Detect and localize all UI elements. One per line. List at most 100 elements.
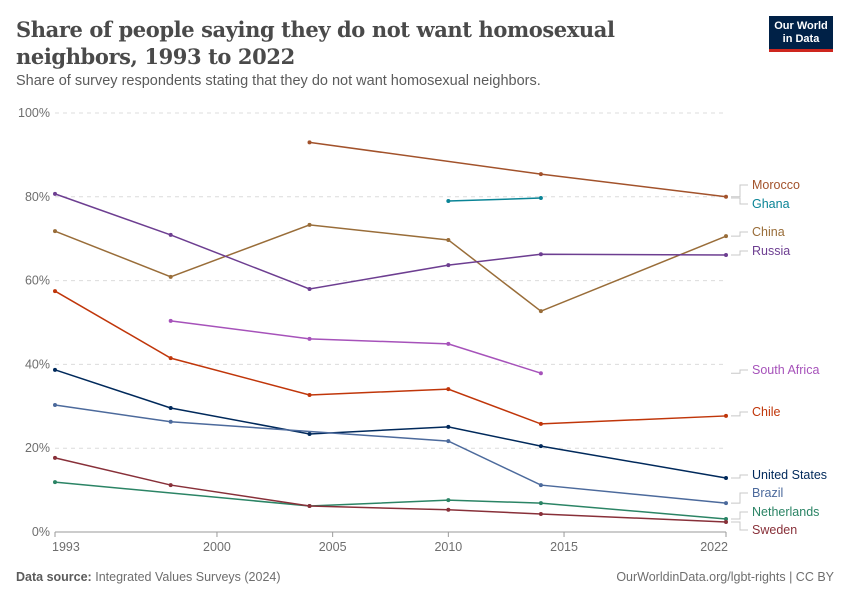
data-point	[307, 286, 312, 291]
label-connector	[731, 369, 748, 374]
y-tick-label: 100%	[18, 106, 50, 120]
data-point	[168, 356, 173, 361]
data-point	[53, 480, 57, 485]
series-line	[309, 141, 727, 198]
label-connector	[731, 411, 748, 417]
data-point	[538, 252, 543, 257]
data-point	[724, 501, 728, 506]
data-point	[53, 403, 57, 408]
data-point	[53, 289, 57, 294]
series-label: Sweden	[752, 523, 797, 537]
series-line	[448, 197, 541, 202]
data-point	[724, 413, 728, 418]
series-label: Ghana	[752, 197, 790, 211]
series-russia: Russia	[53, 191, 790, 291]
data-point	[446, 198, 451, 203]
footer-link[interactable]: OurWorldinData.org/lgbt-rights | CC BY	[616, 570, 834, 584]
series-line	[54, 224, 727, 313]
series-label: Russia	[752, 244, 790, 258]
label-connector	[731, 197, 748, 205]
series-line	[54, 457, 727, 523]
data-point	[446, 263, 451, 268]
data-point	[53, 367, 57, 372]
data-point	[538, 483, 543, 488]
series-label: United States	[752, 468, 827, 482]
series-label: Netherlands	[752, 505, 819, 519]
label-connector	[731, 521, 748, 531]
y-tick-label: 0%	[32, 525, 50, 539]
series-label: South Africa	[752, 363, 819, 377]
series-chile: Chile	[53, 289, 781, 426]
series-south-africa: South Africa	[168, 318, 819, 377]
data-point	[446, 507, 451, 512]
data-point	[538, 501, 543, 506]
data-point	[168, 232, 173, 237]
series-brazil: Brazil	[53, 403, 783, 506]
x-tick-label: 2015	[550, 540, 578, 554]
data-point	[168, 405, 173, 410]
data-point	[446, 341, 451, 346]
series-ghana: Ghana	[446, 196, 790, 211]
series-label: Morocco	[752, 178, 800, 192]
data-point	[724, 517, 728, 522]
data-point	[307, 140, 312, 145]
data-point	[538, 444, 543, 449]
data-point	[53, 191, 57, 196]
data-point	[168, 483, 173, 488]
y-tick-label: 40%	[25, 357, 50, 371]
data-point	[446, 498, 451, 503]
label-connector	[731, 231, 748, 237]
data-point	[538, 511, 543, 516]
data-point	[307, 431, 312, 436]
owid-logo[interactable]: Our World in Data	[769, 16, 833, 52]
series-line	[54, 369, 727, 479]
data-point	[168, 274, 173, 279]
series-line	[54, 290, 727, 425]
y-tick-label: 60%	[25, 274, 50, 288]
data-point	[724, 519, 728, 524]
data-point	[446, 439, 451, 444]
series-line	[54, 481, 727, 520]
data-point	[307, 336, 312, 341]
data-point	[724, 234, 728, 239]
data-point	[724, 475, 728, 480]
label-connector	[731, 511, 748, 520]
series-label: Chile	[752, 405, 781, 419]
data-point	[53, 455, 57, 460]
series-line	[54, 193, 727, 290]
data-point	[538, 309, 543, 314]
data-point	[446, 424, 451, 429]
source-label: Data source:	[16, 570, 92, 584]
data-point	[538, 421, 543, 426]
data-point	[307, 222, 312, 227]
series-label: Brazil	[752, 486, 783, 500]
series-line	[170, 320, 542, 374]
x-tick-label: 2010	[434, 540, 462, 554]
source-text: Integrated Values Surveys (2024)	[95, 570, 281, 584]
x-tick-label: 2005	[319, 540, 347, 554]
data-point	[538, 172, 543, 177]
data-point	[446, 387, 451, 392]
x-tick-label: 2000	[203, 540, 231, 554]
data-point	[538, 196, 543, 201]
data-point	[724, 194, 728, 199]
y-tick-label: 20%	[25, 441, 50, 455]
series-china: China	[53, 222, 785, 314]
series-label: China	[752, 225, 785, 239]
chart-subtitle: Share of survey respondents stating that…	[16, 73, 541, 89]
data-point	[307, 504, 312, 509]
x-tick-label: 1993	[52, 540, 80, 554]
data-point	[538, 371, 543, 376]
y-tick-label: 80%	[25, 190, 50, 204]
data-source: Data source: Integrated Values Surveys (…	[16, 570, 281, 584]
x-tick-label: 2022	[700, 540, 728, 554]
label-connector	[731, 250, 748, 256]
label-connector	[731, 474, 748, 479]
data-point	[446, 237, 451, 242]
series-united-states: United States	[53, 367, 827, 482]
series-morocco: Morocco	[307, 140, 800, 199]
data-point	[168, 318, 173, 323]
series-sweden: Sweden	[53, 455, 797, 537]
